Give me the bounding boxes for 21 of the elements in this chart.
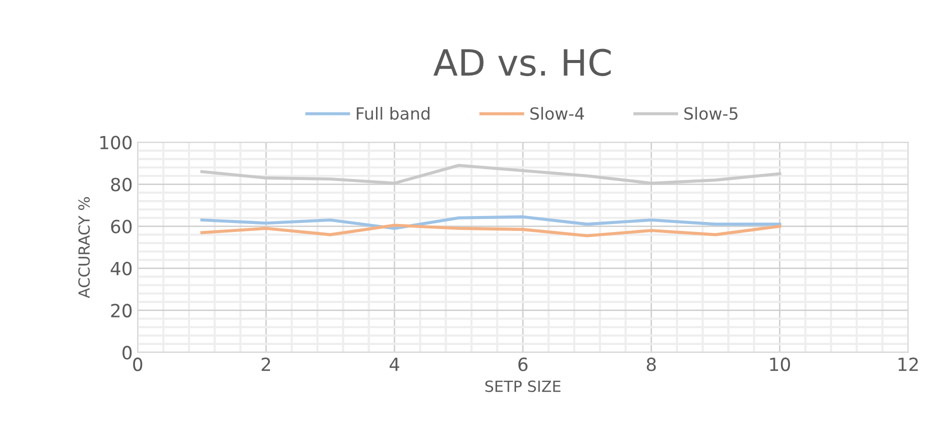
x-tick-label: 4	[390, 358, 400, 371]
x-tick-label: 10	[770, 358, 790, 372]
x-tick-label: 2	[262, 358, 270, 371]
y-tick-label: 60	[111, 220, 132, 234]
x-axis-title: SETP SIZE	[485, 380, 560, 392]
x-tick-label: 0	[133, 358, 142, 372]
legend-label: Slow-5	[684, 106, 738, 120]
x-tick-label: 6	[518, 358, 528, 372]
legend-label: Slow-4	[530, 106, 584, 120]
y-tick-label: 80	[111, 178, 132, 192]
y-axis-title: ACCURACY %	[78, 197, 90, 298]
y-tick-label: 20	[111, 304, 132, 318]
chart-title: AD vs. HC	[433, 48, 611, 76]
x-tick-label: 8	[646, 358, 656, 372]
y-tick-label: 100	[100, 136, 132, 150]
legend-label: Full band	[356, 106, 430, 120]
line-series	[200, 215, 782, 230]
y-tick-label: 40	[110, 262, 132, 276]
y-tick-label: 0	[122, 346, 132, 360]
x-tick-label: 12	[898, 358, 918, 371]
line-series	[200, 224, 782, 238]
